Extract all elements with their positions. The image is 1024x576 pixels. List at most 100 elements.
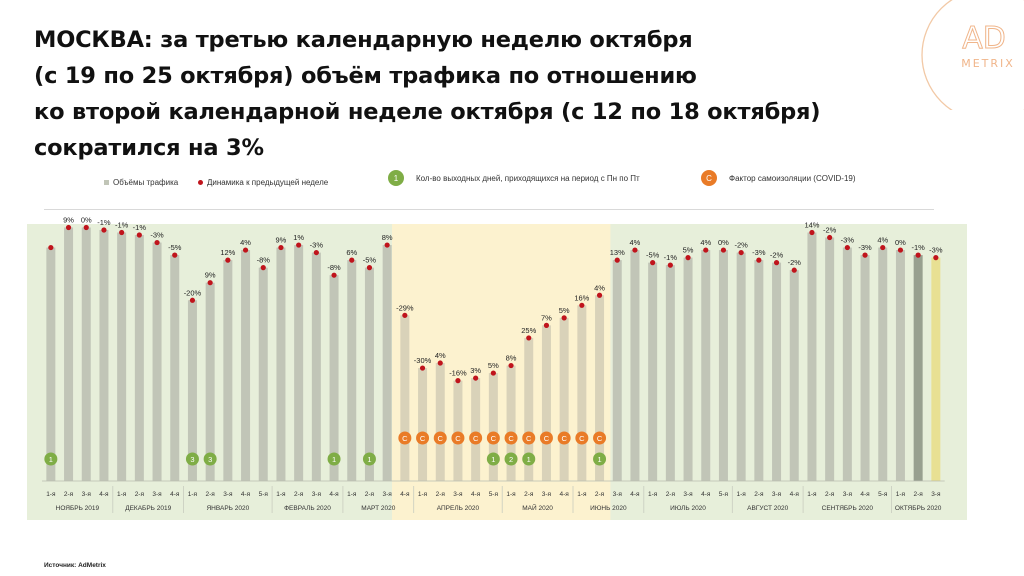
bar <box>64 227 74 481</box>
dynamics-label: -2% <box>823 226 837 235</box>
legend-dynamics-label: Динамика к предыдущей неделе <box>207 178 329 187</box>
logo-metrix: METRIX <box>961 57 1015 70</box>
dynamics-dot <box>437 360 443 366</box>
week-tick-label: 4-я <box>99 491 109 498</box>
weekend-marker <box>593 452 607 466</box>
dynamics-dot <box>331 272 337 278</box>
dynamics-dot <box>225 257 231 263</box>
week-tick-label: 3-я <box>683 491 693 498</box>
dynamics-label: 0% <box>895 238 906 247</box>
dynamics-label: 0% <box>718 238 729 247</box>
week-tick-label: 4-я <box>790 491 800 498</box>
dynamics-dot <box>366 265 373 271</box>
weekend-marker-label: 3 <box>208 455 212 464</box>
dynamics-dot <box>260 265 266 271</box>
week-tick-label: 4-я <box>559 491 569 498</box>
week-tick-label: 4-я <box>241 491 251 498</box>
week-tick-label: 3-я <box>453 491 463 498</box>
dynamics-dot <box>48 244 54 251</box>
dynamics-label: -5% <box>363 256 377 265</box>
dynamics-dot <box>242 247 249 253</box>
week-tick-label: 1-я <box>736 491 746 498</box>
covid-marker-label: С <box>491 434 497 443</box>
weekend-marker <box>203 452 217 466</box>
dynamics-dot <box>809 229 815 236</box>
weekend-marker-label: 1 <box>491 455 495 464</box>
week-tick-label: 3-я <box>542 491 552 498</box>
dynamics-dot <box>791 267 797 273</box>
chart-legend: Объёмы трафика Динамика к предыдущей нед… <box>0 170 1024 202</box>
month-label: ОКТЯБРЬ 2020 <box>895 505 942 512</box>
bar <box>364 267 374 481</box>
month-label: АПРЕЛЬ 2020 <box>437 505 480 512</box>
bar <box>895 250 905 481</box>
month-label: СЕНТЯБРЬ 2020 <box>822 505 874 512</box>
dynamics-label: -29% <box>396 303 414 312</box>
covid-marker <box>593 431 607 445</box>
dynamics-label: -3% <box>929 246 943 255</box>
dynamics-dot <box>508 362 514 369</box>
dynamics-dot <box>897 247 904 253</box>
weekend-marker <box>44 452 58 466</box>
bar <box>595 295 605 481</box>
legend-covid: С Фактор самоизоляции (COVID-19) <box>701 170 856 186</box>
dynamics-label: -8% <box>257 256 271 265</box>
dynamics-label: -2% <box>734 241 748 250</box>
dynamics-label: -2% <box>770 251 784 260</box>
dynamics-dot <box>83 224 89 231</box>
weekend-marker-label: 1 <box>527 455 531 464</box>
bar <box>736 252 746 481</box>
month-label: НОЯБРЬ 2019 <box>56 505 100 512</box>
dynamics-label: -8% <box>327 263 341 272</box>
dynamics-label: 9% <box>205 271 216 280</box>
weekend-marker <box>362 452 376 466</box>
dynamics-dot <box>880 244 886 251</box>
covid-marker-label: С <box>473 434 479 443</box>
covid-marker-label: С <box>508 434 514 443</box>
legend-weekend-label: Кол-во выходных дней, приходящихся на пе… <box>416 173 640 183</box>
covid-marker-label: С <box>455 434 461 443</box>
week-tick-label: 5-я <box>489 491 499 498</box>
title-line-2: (с 19 по 25 октября) объём трафика по от… <box>34 63 697 89</box>
logo-ring <box>921 0 1024 110</box>
weekend-marker <box>522 452 536 466</box>
dynamics-dot <box>136 232 142 238</box>
legend-divider <box>44 209 934 210</box>
week-tick-label: 1-я <box>46 491 56 498</box>
weekend-marker-label: 3 <box>190 455 194 464</box>
week-tick-label: 3-я <box>223 491 233 498</box>
weekend-marker-label: 1 <box>332 455 336 464</box>
dynamics-label: -3% <box>752 248 766 257</box>
covid-marker-label: С <box>420 434 426 443</box>
week-tick-label: 5-я <box>259 491 269 498</box>
dynamics-label: 9% <box>63 215 74 224</box>
bar <box>931 257 941 481</box>
dynamics-label: 9% <box>276 236 287 245</box>
week-tick-label: 3-я <box>931 491 941 498</box>
covid-marker-label: С <box>402 434 408 443</box>
dynamics-label: 5% <box>488 361 499 370</box>
bar <box>772 262 782 481</box>
legend-covid-marker: С <box>701 170 717 186</box>
covid-marker <box>557 431 571 445</box>
covid-marker <box>398 431 412 445</box>
bar <box>347 260 357 481</box>
week-tick-label: 3-я <box>82 491 92 498</box>
dynamics-label: -2% <box>788 258 802 267</box>
week-tick-label: 4-я <box>630 491 640 498</box>
bar <box>81 227 91 481</box>
bar <box>718 250 728 481</box>
weekend-marker <box>327 452 341 466</box>
dynamics-label: 0% <box>81 215 92 224</box>
dynamics-dot <box>561 315 567 321</box>
dynamics-label: -16% <box>449 369 467 378</box>
bar <box>878 247 888 481</box>
week-tick-label: 4-я <box>170 491 180 498</box>
dynamics-label: -3% <box>150 231 164 240</box>
dynamics-label: 4% <box>240 238 251 247</box>
covid-marker <box>575 431 589 445</box>
bar <box>311 252 321 481</box>
week-tick-label: 2-я <box>666 491 676 498</box>
dynamics-label: 4% <box>630 238 641 247</box>
covid-marker <box>416 431 430 445</box>
